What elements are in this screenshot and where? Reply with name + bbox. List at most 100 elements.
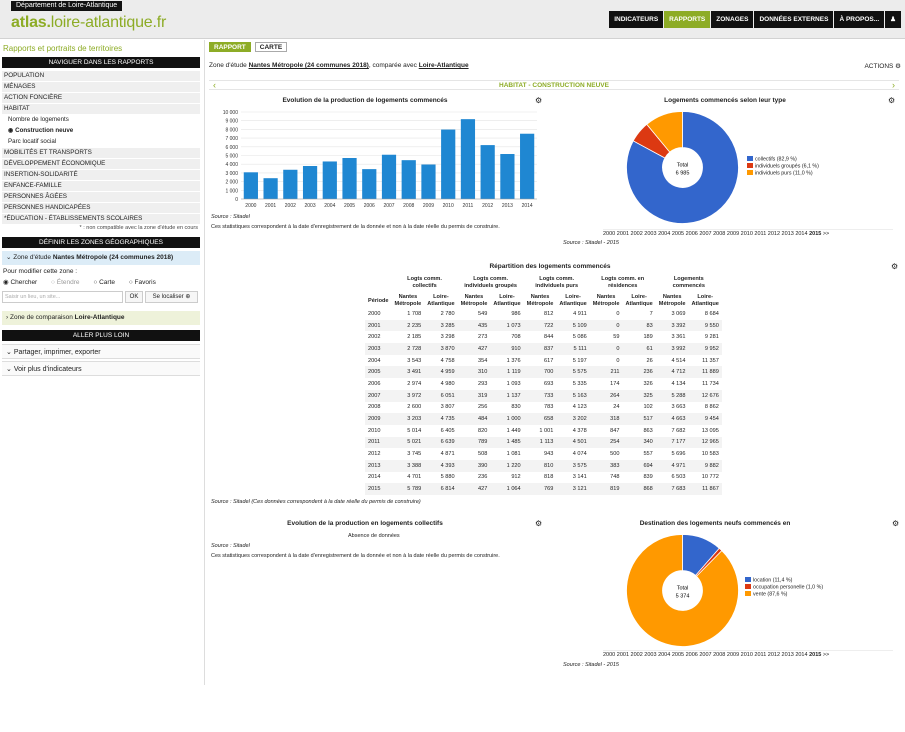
place-search-input[interactable]: Saisir un lieu, un site... — [2, 291, 123, 303]
study-zone-bar[interactable]: ⌄ Zone d'étude Nantes Métropole (24 comm… — [2, 251, 200, 265]
next-section-icon[interactable]: › — [892, 80, 895, 90]
menu-action-fonciere[interactable]: ACTION FONCIÈRE — [2, 93, 200, 103]
year-link[interactable]: 2000 — [603, 652, 617, 658]
table-cell: 10 772 — [701, 474, 719, 481]
tab-carte[interactable]: CARTE — [254, 42, 288, 52]
nav-zonages[interactable]: ZONAGES — [711, 11, 754, 28]
year-link[interactable]: 2004 — [658, 652, 672, 658]
year-link[interactable]: 2000 — [603, 231, 617, 237]
prev-section-icon[interactable]: ‹ — [213, 80, 216, 90]
menu-habitat[interactable]: HABITAT — [2, 104, 200, 114]
menu-insertion[interactable]: INSERTION-SOLIDARITÉ — [2, 170, 200, 180]
submenu-parc-locatif[interactable]: Parc locatif social — [2, 137, 200, 147]
more-indicators-accordion[interactable]: ⌄ Voir plus d'indicateurs — [2, 361, 200, 376]
year-link[interactable]: 2012 — [767, 231, 782, 237]
table-cell: 0 — [616, 310, 620, 317]
year-link[interactable]: 2002 — [630, 231, 645, 237]
menu-mobilites[interactable]: MOBILITÉS ET TRANSPORTS — [2, 148, 200, 158]
nav-a-propos[interactable]: À PROPOS... — [834, 11, 885, 28]
top-bar: Département de Loire-Atlantique atlas.lo… — [0, 0, 905, 39]
year-link[interactable]: 2005 — [671, 231, 686, 237]
year-link[interactable]: 2007 — [699, 231, 714, 237]
year-link[interactable]: 2014 — [795, 652, 810, 658]
nav-indicateurs[interactable]: INDICATEURS — [609, 11, 664, 28]
actions-menu[interactable]: ACTIONS ⚙ — [864, 62, 901, 70]
year-link[interactable]: 2008 — [713, 652, 727, 658]
year-link[interactable]: 2011 — [754, 231, 768, 237]
zone-line: Zone d'étude Nantes Métropole (24 commun… — [209, 62, 469, 69]
zone-name-link[interactable]: Nantes Métropole (24 communes 2018) — [248, 62, 369, 69]
radio-favoris[interactable]: ○ Favoris — [128, 279, 156, 286]
table-settings-icon[interactable]: ⚙ — [891, 262, 899, 271]
zone-mode-radios: ◉ Chercher ○ Étendre ○ Carte ○ Favoris — [0, 278, 202, 289]
locate-button[interactable]: Se localiser ⊕ — [145, 291, 198, 303]
nav-donnees-externes[interactable]: DONNÉES EXTERNES — [754, 11, 834, 28]
menu-developpement[interactable]: DÉVELOPPEMENT ÉCONOMIQUE — [2, 159, 200, 169]
menu-menages[interactable]: MÉNAGES — [2, 82, 200, 92]
year-link[interactable]: 2005 — [671, 652, 686, 658]
modify-zone-label: Pour modifier cette zone : — [3, 268, 78, 275]
year-link[interactable]: 2013 — [781, 231, 796, 237]
view-tabs: RAPPORT CARTE — [209, 42, 288, 52]
year-link[interactable]: 2009 — [726, 652, 741, 658]
table-cell: 6 639 — [424, 436, 458, 449]
year-link[interactable]: 2001 — [616, 652, 631, 658]
radio-etendre[interactable]: ○ Étendre — [51, 279, 80, 286]
menu-personnes-handicapees[interactable]: PERSONNES HANDICAPÉES — [2, 203, 200, 213]
menu-education[interactable]: *ÉDUCATION - ÉTABLISSEMENTS SCOLAIRES — [2, 214, 200, 224]
year-link[interactable]: 2009 — [726, 231, 741, 237]
year-selected[interactable]: 2015 — [809, 652, 823, 658]
year-next-link[interactable]: >> — [822, 652, 830, 658]
menu-population[interactable]: POPULATION — [2, 71, 200, 81]
chart2-settings-icon[interactable]: ⚙ — [888, 96, 896, 105]
table-sub-header: Nantes Métropole — [658, 294, 686, 307]
tab-rapport[interactable]: RAPPORT — [209, 42, 251, 52]
year-link[interactable]: 2007 — [699, 652, 714, 658]
chart3-settings-icon[interactable]: ⚙ — [535, 519, 543, 528]
table-cell: 211 — [589, 366, 623, 379]
chevron-right-icon: › — [6, 314, 10, 321]
year-link[interactable]: 2008 — [713, 231, 727, 237]
chart1-settings-icon[interactable]: ⚙ — [535, 96, 543, 105]
year-link[interactable]: 2001 — [616, 231, 631, 237]
table-cell: 264 — [589, 389, 623, 402]
nav-rapports[interactable]: RAPPORTS — [664, 11, 711, 28]
compare-zone-bar[interactable]: › Zone de comparaison Loire-Atlantique — [2, 311, 200, 325]
share-accordion[interactable]: ⌄ Partager, imprimer, exporter — [2, 344, 200, 359]
zone-compare-link[interactable]: Loire-Atlantique — [418, 62, 469, 69]
year-next-link[interactable]: >> — [822, 231, 830, 237]
year-link[interactable]: 2010 — [740, 231, 755, 237]
table-cell: 1 064 — [490, 483, 524, 495]
user-icon[interactable]: ♟ — [885, 11, 901, 28]
radio-carte[interactable]: ○ Carte — [93, 279, 115, 286]
year-link[interactable]: 2006 — [685, 231, 700, 237]
year-link[interactable]: 2011 — [754, 652, 768, 658]
table-cell: 847 — [610, 427, 620, 434]
more-indicators-label: Voir plus d'indicateurs — [13, 366, 82, 373]
table-cell: 174 — [610, 380, 620, 387]
chart4-settings-icon[interactable]: ⚙ — [892, 519, 900, 528]
year-link[interactable]: 2014 — [795, 231, 810, 237]
x-tick-label: 2010 — [443, 203, 454, 209]
menu-enfance[interactable]: ENFANCE-FAMILLE — [2, 181, 200, 191]
menu-personnes-agees[interactable]: PERSONNES ÂGÉES — [2, 192, 200, 202]
year-selected[interactable]: 2015 — [809, 231, 823, 237]
department-label[interactable]: Département de Loire-Atlantique — [11, 1, 123, 11]
year-link[interactable]: 2013 — [781, 652, 796, 658]
share-label: Partager, imprimer, exporter — [13, 349, 101, 356]
chart2-pie: Total 6 985 — [626, 111, 739, 224]
radio-chercher[interactable]: ◉ Chercher — [3, 279, 38, 286]
table-cell: 818 — [544, 474, 554, 481]
submenu-nombre-logements[interactable]: Nombre de logements — [2, 115, 200, 125]
year-link[interactable]: 2006 — [685, 652, 700, 658]
year-link[interactable]: 2004 — [658, 231, 672, 237]
year-link[interactable]: 2003 — [644, 652, 659, 658]
site-logo[interactable]: atlas.loire-atlantique.fr — [11, 14, 166, 32]
year-link[interactable]: 2002 — [630, 652, 645, 658]
year-link[interactable]: 2012 — [767, 652, 782, 658]
ok-button[interactable]: OK — [125, 291, 143, 303]
year-link[interactable]: 2010 — [740, 652, 755, 658]
logo-rest: loire-atlantique.fr — [50, 14, 167, 31]
year-link[interactable]: 2003 — [644, 231, 659, 237]
submenu-construction-neuve[interactable]: ◉ Construction neuve — [2, 126, 200, 136]
